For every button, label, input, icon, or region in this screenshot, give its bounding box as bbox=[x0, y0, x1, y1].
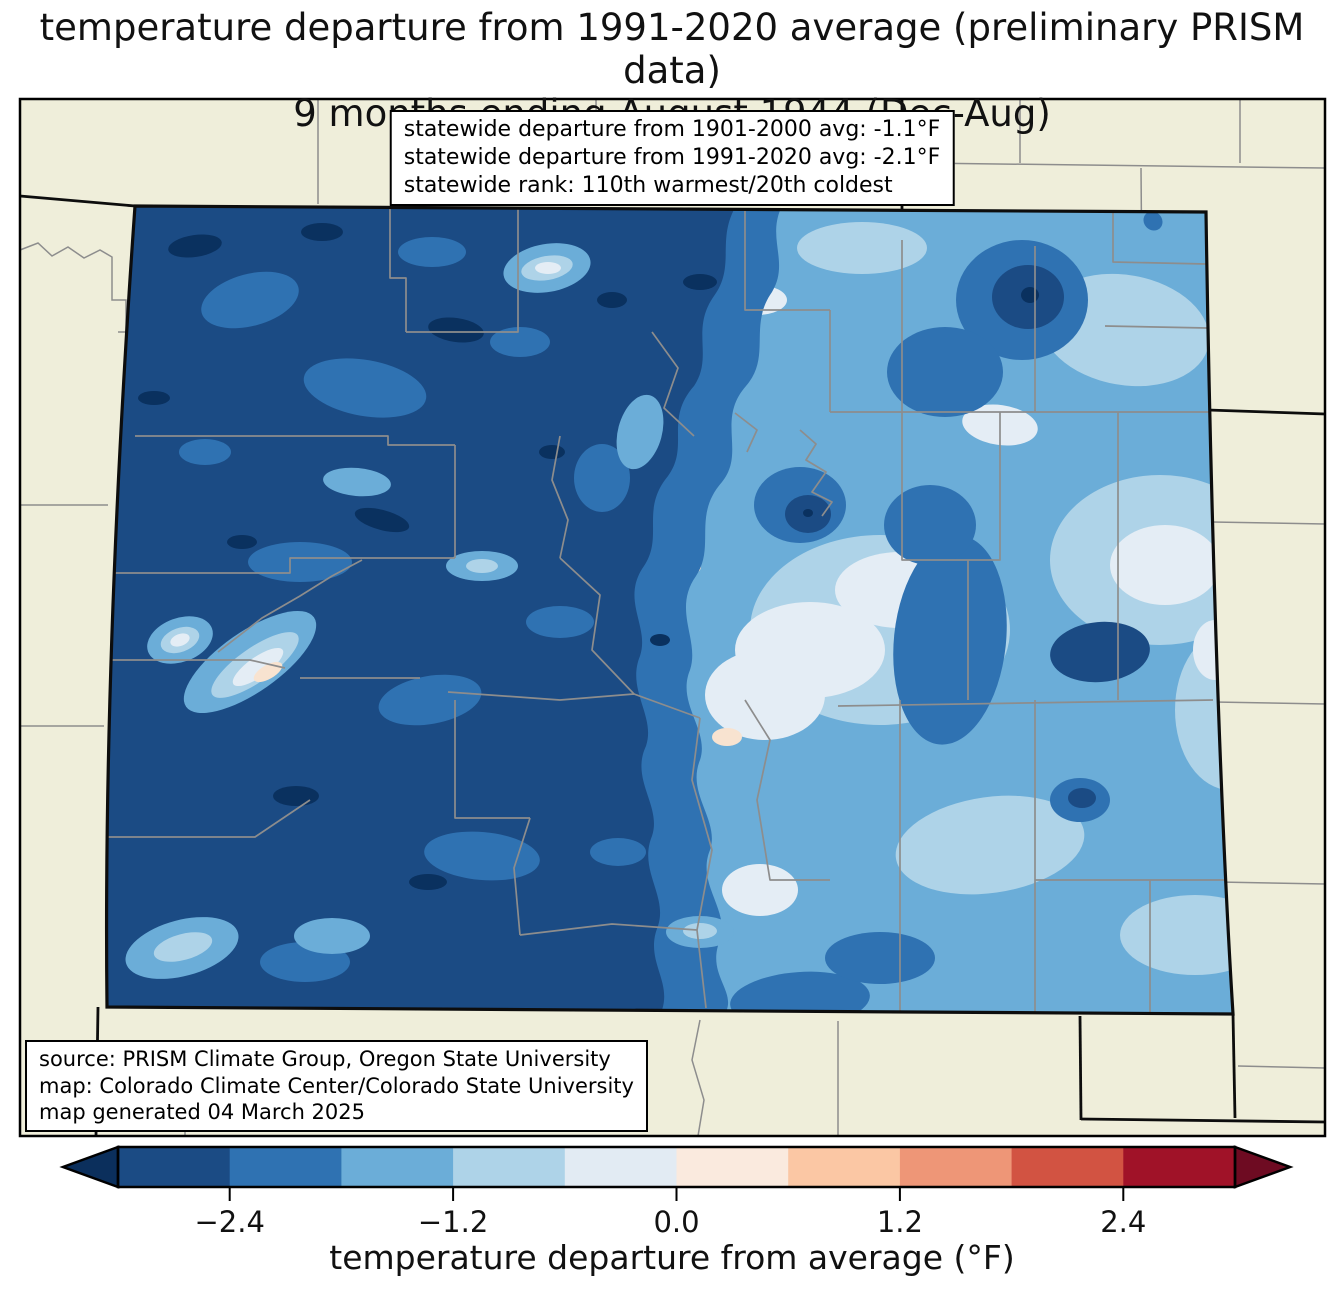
map-credit-line: map: Colorado Climate Center/Colorado St… bbox=[39, 1073, 634, 1098]
colorbar-segments bbox=[118, 1147, 1236, 1187]
colorbar-ticks: −2.4 −1.2 0.0 1.2 2.4 bbox=[194, 1187, 1146, 1239]
colorbar-segment bbox=[118, 1147, 231, 1187]
source-line: source: PRISM Climate Group, Oregon Stat… bbox=[39, 1047, 611, 1071]
colorbar-segment bbox=[788, 1147, 901, 1187]
contour-west-bin1 bbox=[106, 206, 736, 1010]
title-line-1: temperature departure from 1991-2020 ave… bbox=[39, 6, 1305, 92]
colorbar-segment bbox=[341, 1147, 454, 1187]
colorbar-segment bbox=[564, 1147, 677, 1187]
neighbor-county-lines bbox=[19, 98, 1326, 1137]
colorado-border bbox=[104, 204, 1235, 1016]
colorbar-segment bbox=[899, 1147, 1013, 1187]
source-box: source: PRISM Climate Group, Oregon Stat… bbox=[25, 1040, 648, 1132]
colorbar-tick-label: 2.4 bbox=[1100, 1205, 1146, 1239]
stats-line-rank: statewide rank: 110th warmest/20th colde… bbox=[403, 172, 893, 198]
colorbar-segment bbox=[453, 1147, 566, 1187]
contour-west-peach-spot bbox=[253, 661, 283, 683]
statewide-stats-box: statewide departure from 1901-2000 avg: … bbox=[389, 110, 955, 206]
colorbar-under-arrow bbox=[59, 1145, 120, 1189]
colorbar: −2.4 −1.2 0.0 1.2 2.4 bbox=[59, 1145, 1294, 1239]
county-boundaries bbox=[108, 206, 1233, 1014]
stats-line-1991-2020: statewide departure from 1991-2020 avg: … bbox=[403, 144, 941, 170]
map-frame bbox=[18, 97, 1327, 1138]
colorbar-axis-label: temperature departure from average (°F) bbox=[329, 1238, 1015, 1277]
colorbar-tick-label: −2.4 bbox=[194, 1205, 264, 1239]
stats-line-1901-2000: statewide departure from 1901-2000 avg: … bbox=[403, 117, 941, 142]
colorbar-tick-label: 1.2 bbox=[877, 1205, 923, 1239]
colorbar-segment bbox=[1123, 1147, 1236, 1187]
generated-date-line: map generated 04 March 2025 bbox=[39, 1100, 366, 1125]
colorbar-tick-label: 0.0 bbox=[653, 1205, 699, 1239]
colorbar-segment bbox=[1011, 1147, 1124, 1187]
contour-under-spots bbox=[138, 223, 717, 890]
colorbar-segment bbox=[229, 1147, 342, 1187]
colorbar-over-arrow bbox=[1233, 1145, 1294, 1189]
colorado-contour-fill bbox=[106, 206, 1233, 1014]
colorbar-tick-label: −1.2 bbox=[418, 1205, 488, 1239]
contour-west-bin5-cores bbox=[170, 262, 561, 687]
contour-west-bin2-marbling bbox=[179, 237, 646, 982]
contour-east-features bbox=[730, 211, 1163, 1014]
colorbar-segment bbox=[676, 1147, 789, 1187]
